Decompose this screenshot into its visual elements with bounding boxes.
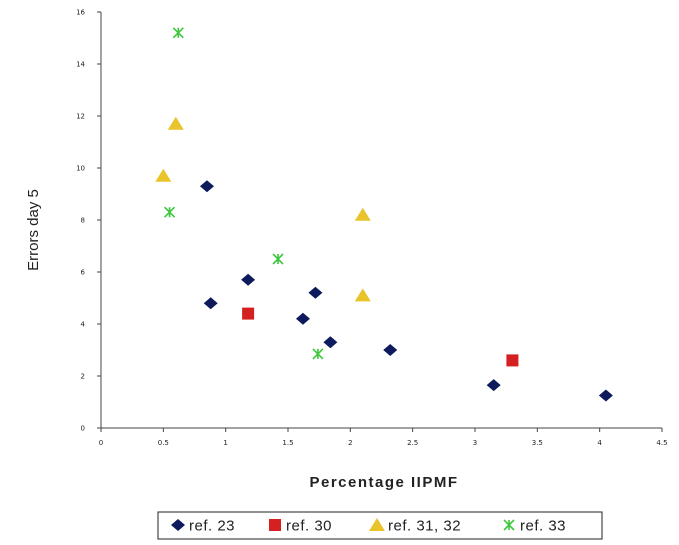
data-point-cross [164, 206, 176, 218]
legend-label: ref. 33 [520, 518, 566, 535]
x-tick-label: 4 [597, 439, 602, 447]
y-tick-label: 14 [76, 61, 85, 69]
data-point-diamond [308, 286, 323, 299]
x-axis-label: Percentage IIPMF [309, 474, 458, 491]
data-point-triangle [354, 207, 371, 221]
data-points [155, 27, 613, 402]
x-tick-label: 2.5 [407, 439, 418, 447]
data-point-diamond [383, 344, 398, 356]
y-tick-label: 6 [81, 269, 86, 277]
y-tick-label: 12 [76, 113, 85, 121]
x-tick-label: 0 [99, 439, 103, 447]
y-tick-label: 4 [81, 321, 86, 329]
legend-marker-diamond [171, 519, 185, 531]
legend-marker-square [269, 519, 281, 531]
data-point-diamond [598, 389, 613, 402]
legend-marker-cross [503, 519, 515, 531]
data-point-square [506, 354, 519, 367]
x-tick-label: 1 [223, 439, 227, 447]
y-axis-ticks: 0 2 4 6 8 10 12 14 16 [76, 9, 101, 433]
y-tick-label: 16 [76, 9, 85, 17]
data-point-cross [172, 27, 184, 39]
x-axis-ticks: 0 0.5 1 1.5 2 2.5 3 3.5 4 4.5 [99, 428, 668, 447]
x-tick-label: 1.5 [282, 439, 293, 447]
data-point-cross [272, 253, 284, 265]
data-point-diamond [323, 336, 338, 349]
legend-label: ref. 30 [286, 518, 332, 535]
y-axis-label: Errors day 5 [25, 189, 42, 271]
x-tick-label: 3.5 [532, 439, 543, 447]
data-point-diamond [241, 273, 256, 286]
legend-label: ref. 23 [189, 518, 235, 535]
data-point-triangle [155, 168, 172, 182]
data-point-diamond [295, 312, 310, 325]
legend: ref. 23 ref. 30 ref. 31, 32 ref. 33 [157, 511, 603, 540]
x-tick-label: 2 [348, 439, 352, 447]
data-point-square [242, 307, 255, 320]
y-tick-label: 2 [81, 373, 85, 381]
data-point-triangle [167, 116, 184, 130]
data-point-cross [312, 348, 324, 360]
y-tick-label: 0 [81, 425, 85, 433]
y-tick-label: 10 [76, 165, 85, 173]
data-point-diamond [199, 180, 214, 193]
x-tick-label: 4.5 [656, 439, 667, 447]
data-point-diamond [203, 297, 218, 310]
data-point-diamond [486, 379, 501, 392]
x-tick-label: 3 [473, 439, 477, 447]
legend-marker-triangle [369, 518, 385, 531]
y-tick-label: 8 [81, 217, 85, 225]
data-point-triangle [354, 288, 371, 302]
x-tick-label: 0.5 [158, 439, 169, 447]
legend-label: ref. 31, 32 [388, 518, 461, 535]
